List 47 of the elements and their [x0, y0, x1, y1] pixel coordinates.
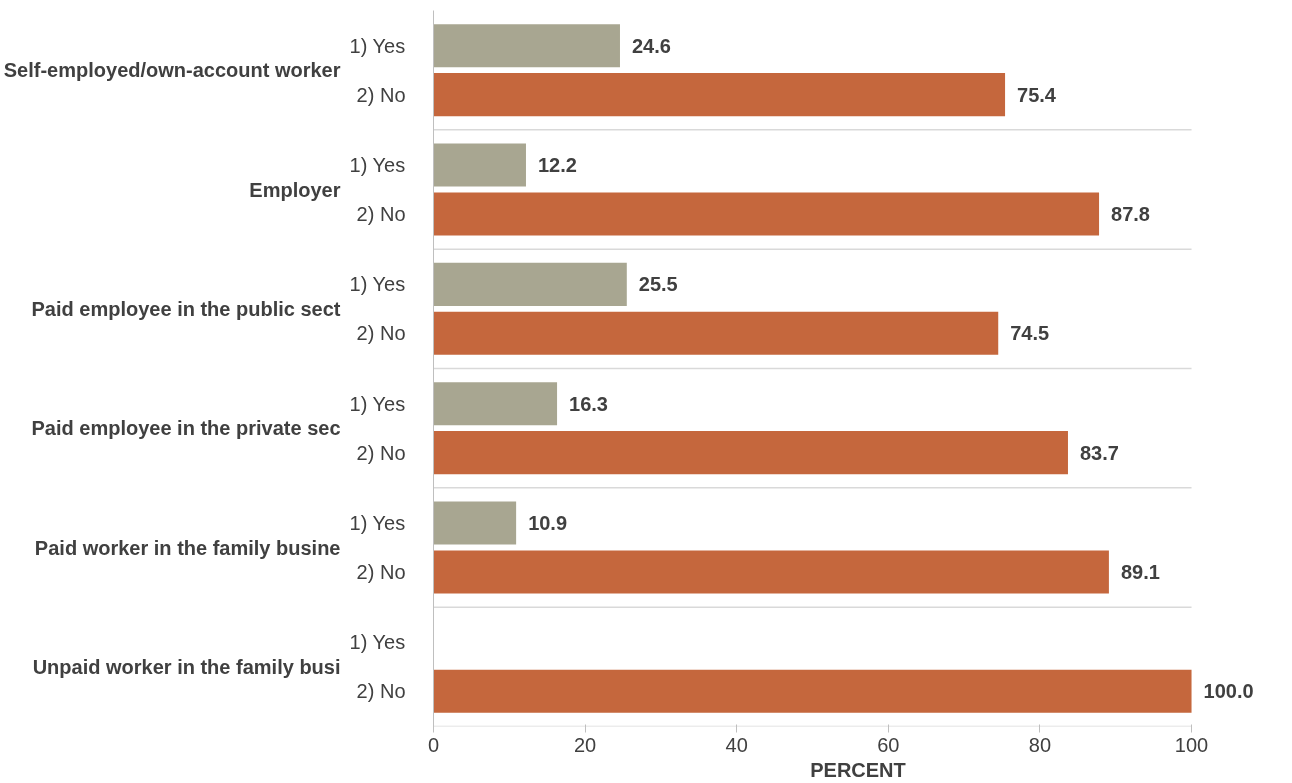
series-label: 1) Yes [349, 34, 406, 57]
y-tick-label: Paid employee in the private sec [31, 417, 341, 440]
data-label: 16.3 [569, 392, 608, 415]
data-label: 74.5 [1010, 322, 1050, 345]
y-tick-label: Paid worker in the family busine [34, 536, 341, 559]
text: 2) No [356, 560, 406, 583]
x-tick-label: 20 [573, 733, 597, 756]
data-label: 100.0 [1203, 680, 1254, 703]
y-tick-label: Paid employee in the public sect [31, 297, 341, 320]
data-label: 12.2 [537, 154, 577, 177]
series-label: 2) No [356, 83, 406, 106]
bar [433, 192, 1100, 236]
bar [433, 431, 1068, 475]
bar [433, 501, 517, 545]
y-tick-label: Self-employed/own-account worker [3, 59, 341, 82]
x-axis-title: PERCENT [810, 758, 906, 781]
text: 2) No [356, 202, 406, 225]
text: 2) No [356, 441, 406, 464]
data-label: 10.9 [528, 512, 568, 535]
data-label: 87.8 [1111, 202, 1150, 225]
data-label: 83.7 [1079, 441, 1119, 464]
data-label: 75.4 [1017, 83, 1057, 106]
bar [433, 262, 627, 306]
x-tick-label: 40 [725, 733, 748, 756]
x-tick-label: 0 [427, 733, 440, 756]
bar [433, 382, 558, 426]
bar [433, 311, 999, 355]
bar [433, 143, 526, 187]
text: 1) Yes [349, 273, 406, 296]
y-tick-label: Unpaid worker in the family busi [32, 655, 341, 678]
text: 2) No [356, 680, 406, 703]
text: 1) Yes [349, 392, 406, 415]
x-tick-label: 100 [1174, 733, 1209, 756]
x-tick-label: 80 [1028, 733, 1052, 756]
y-tick-label: Employer [249, 178, 341, 201]
data-label: 89.1 [1120, 560, 1160, 583]
data-label: 24.6 [631, 34, 671, 57]
x-tick-label: 60 [877, 733, 900, 756]
text: 1) Yes [349, 512, 406, 535]
bar [433, 669, 1192, 713]
text: 1) Yes [349, 631, 406, 654]
data-label: 25.5 [638, 273, 678, 296]
bar [433, 550, 1109, 594]
text: 2) No [356, 322, 406, 345]
bar [433, 24, 620, 68]
text: 1) Yes [349, 154, 406, 177]
bar [433, 73, 1006, 117]
